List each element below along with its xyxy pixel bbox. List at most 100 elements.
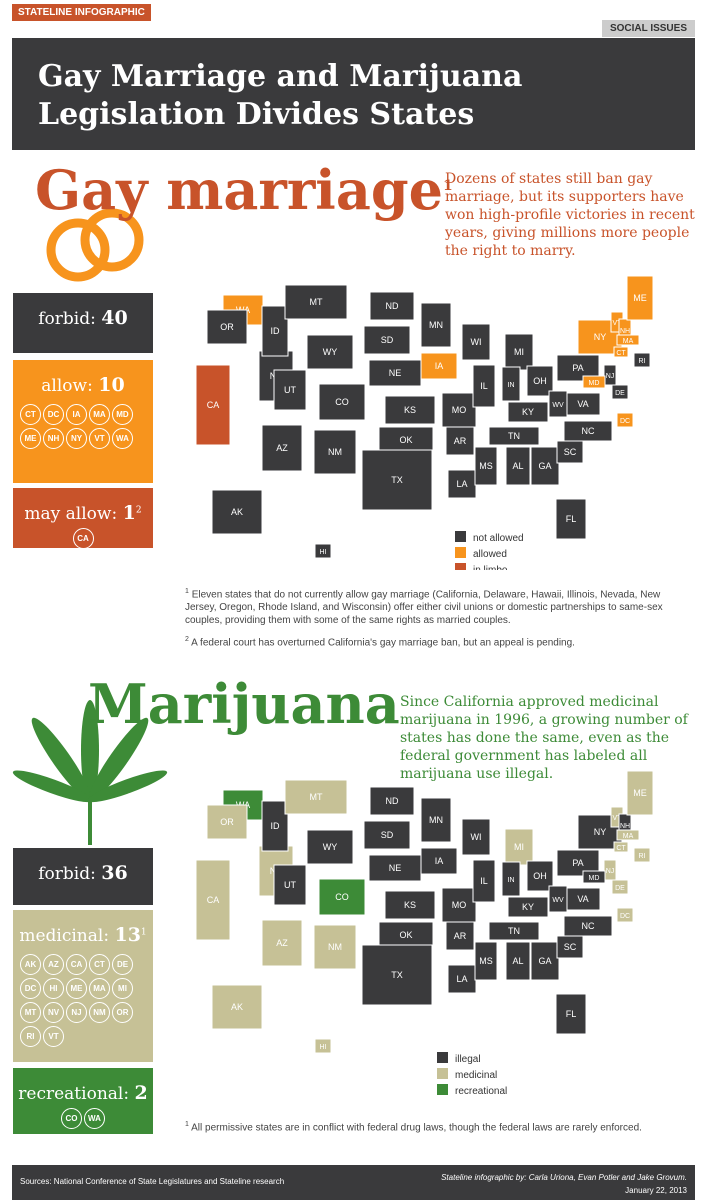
badge: DC: [43, 404, 64, 425]
badges: CO WA: [19, 1106, 147, 1130]
credit: Stateline infographic by: Carla Uriona, …: [441, 1173, 687, 1182]
state: [211, 489, 263, 535]
state: [206, 309, 248, 345]
state: [616, 829, 640, 841]
badges: CA: [19, 526, 147, 550]
state-label: WY: [323, 842, 338, 852]
state-label: KY: [522, 407, 534, 417]
legend-label: allowed: [473, 549, 507, 560]
state-label: VT: [613, 320, 623, 327]
badge: AZ: [43, 954, 64, 975]
state: [261, 919, 303, 967]
state-label: AR: [454, 931, 467, 941]
badge: DE: [112, 954, 133, 975]
state-label: ID: [271, 821, 281, 831]
state-label: DC: [620, 418, 630, 425]
badge: CA: [66, 954, 87, 975]
state: [488, 426, 540, 446]
state: [501, 366, 521, 402]
state-label: AK: [231, 1002, 243, 1012]
state: [361, 449, 433, 511]
state: [314, 1038, 332, 1054]
state-label: RI: [639, 358, 646, 365]
legend-label: medicinal: [455, 1070, 497, 1081]
state: [306, 334, 354, 370]
description: Since California approved medicinal mari…: [400, 694, 688, 782]
state: [363, 325, 411, 355]
badge: NM: [89, 1002, 110, 1023]
state-label: MD: [589, 380, 600, 387]
stat-note: 1: [140, 927, 147, 938]
heading: Gay marriage1: [35, 158, 453, 222]
state: [633, 847, 651, 863]
badge: MI: [112, 978, 133, 999]
state-label: IA: [435, 361, 444, 371]
legend-swatch: [455, 547, 466, 558]
ring: [80, 208, 144, 272]
badge: NY: [66, 428, 87, 449]
stat-value: 10: [98, 374, 125, 396]
state: [211, 984, 263, 1030]
stat-box: forbid: 36: [13, 848, 153, 905]
badges: AK AZ CA CT DE DC HI ME MA MI MT NV NJ NM OR RI VT: [19, 952, 147, 1048]
state: [261, 305, 289, 357]
state-label: MT: [310, 297, 323, 307]
state: [505, 446, 531, 486]
state: [501, 861, 521, 897]
state-label: NC: [582, 921, 595, 931]
state-label: NJ: [606, 868, 615, 875]
heading-text: Marijuana: [88, 672, 400, 736]
state-label: PA: [572, 858, 583, 868]
state: [363, 820, 411, 850]
badge: AK: [20, 954, 41, 975]
footnote: 1 Eleven states that do not currently al…: [185, 585, 685, 627]
state-label: AZ: [276, 938, 288, 948]
stat-value: 13: [114, 924, 141, 946]
state-label: NH: [620, 823, 630, 830]
state: [603, 364, 617, 386]
footnote-text: All permissive states are in conflict wi…: [191, 1122, 642, 1134]
state: [445, 426, 475, 456]
state-label: OK: [399, 930, 412, 940]
state: [420, 797, 452, 843]
title-band: [12, 38, 695, 150]
legend-swatch: [455, 531, 466, 542]
state-label: ND: [386, 301, 399, 311]
state: [261, 800, 289, 852]
state: [582, 375, 606, 389]
state-label: CT: [616, 350, 626, 357]
sources: Sources: National Conference of State Le…: [20, 1177, 285, 1186]
state-label: TN: [508, 431, 520, 441]
state: [613, 346, 629, 358]
badge: HI: [43, 978, 64, 999]
state-label: MA: [623, 338, 634, 345]
state: [474, 941, 498, 981]
stat-value: 1: [122, 502, 136, 524]
leaf-icon: [12, 700, 168, 845]
legend-swatch: [437, 1084, 448, 1095]
state-label: NM: [328, 942, 342, 952]
date: January 22, 2013: [625, 1186, 687, 1195]
state: [368, 359, 422, 387]
state-label: MI: [514, 347, 524, 357]
footnote: 1 All permissive states are in conflict …: [185, 1118, 685, 1134]
footnotes: 1 Eleven states that do not currently al…: [185, 585, 685, 656]
stat-box: forbid: 40: [13, 293, 153, 353]
state-label: IN: [508, 382, 515, 389]
state: [273, 369, 307, 411]
badge: CT: [20, 404, 41, 425]
state: [474, 446, 498, 486]
state-label: MA: [623, 833, 634, 840]
stat-box: medicinal: 131 AK AZ CA CT DE DC HI ME MA MI MT NV NJ…: [13, 910, 153, 1062]
state-label: NJ: [606, 373, 615, 380]
footer: Sources: National Conference of State Le…: [12, 1165, 695, 1200]
state-label: CA: [207, 400, 220, 410]
badge: NH: [43, 428, 64, 449]
state-label: MD: [589, 875, 600, 882]
state: [284, 779, 348, 815]
state: [306, 829, 354, 865]
state: [314, 543, 332, 559]
state-label: SD: [381, 830, 394, 840]
state: [284, 284, 348, 320]
